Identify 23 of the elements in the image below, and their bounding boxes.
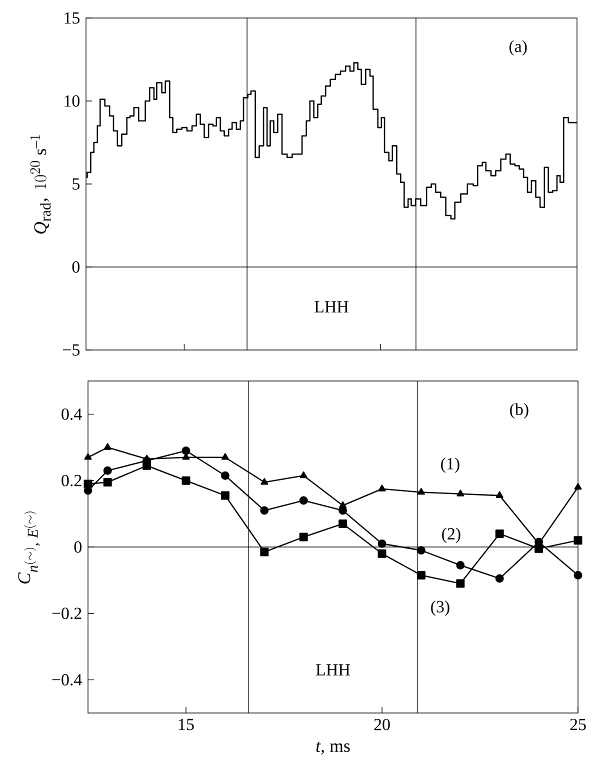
x-axis-title: t, ms bbox=[316, 742, 350, 755]
x-tick-label: 20 bbox=[374, 718, 390, 730]
annotation: (b) bbox=[510, 403, 528, 419]
y-tick-label: 10 bbox=[64, 95, 80, 107]
y-tick-label: 0.2 bbox=[62, 474, 82, 486]
y-tick-label: −0.4 bbox=[52, 674, 82, 686]
x-tick-label: 15 bbox=[178, 718, 194, 730]
series-label: (2) bbox=[442, 528, 460, 544]
annotation: LHH bbox=[314, 301, 348, 312]
series-label: (1) bbox=[441, 458, 460, 473]
y-tick-label: −5 bbox=[62, 344, 80, 356]
y-tick-label: 0 bbox=[72, 261, 80, 273]
y-axis-title: $Q_{\rm rad},\ 10^{20}\ {\rm s}^{-1}$ bbox=[30, 135, 51, 234]
y-tick-label: 15 bbox=[64, 12, 80, 24]
y-axis-title: $C_{n^{(\sim)},\ E^{(\sim)}}$ bbox=[18, 512, 40, 584]
x-tick-label: 25 bbox=[570, 718, 586, 730]
y-tick-label: 0.4 bbox=[62, 408, 82, 420]
y-tick-label: 5 bbox=[72, 178, 80, 190]
y-tick-label: −0.2 bbox=[52, 608, 82, 620]
series-label: (3) bbox=[431, 600, 450, 616]
y-tick-label: 0 bbox=[74, 541, 82, 553]
annotation: LHH bbox=[316, 664, 350, 676]
annotation: (a) bbox=[509, 40, 527, 56]
